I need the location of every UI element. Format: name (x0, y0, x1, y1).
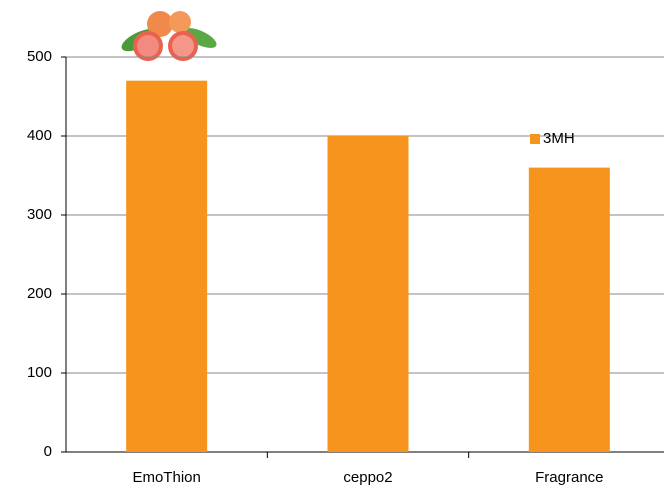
y-tick-label: 200 (27, 285, 52, 302)
y-tick-label: 100 (27, 364, 52, 381)
bar (126, 80, 208, 452)
legend-label: 3MH (543, 130, 575, 147)
y-tick-label: 500 (27, 48, 52, 65)
y-tick-label: 0 (44, 443, 52, 460)
legend-swatch (530, 134, 540, 144)
x-tick-label: EmoThion (132, 469, 200, 486)
grapefruit-decoration (121, 11, 217, 61)
x-tick-label: ceppo2 (343, 469, 392, 486)
y-tick-label: 300 (27, 206, 52, 223)
x-tick-label: Fragrance (535, 469, 603, 486)
bar (327, 136, 409, 452)
bar (528, 167, 610, 452)
y-tick-label: 400 (27, 127, 52, 144)
